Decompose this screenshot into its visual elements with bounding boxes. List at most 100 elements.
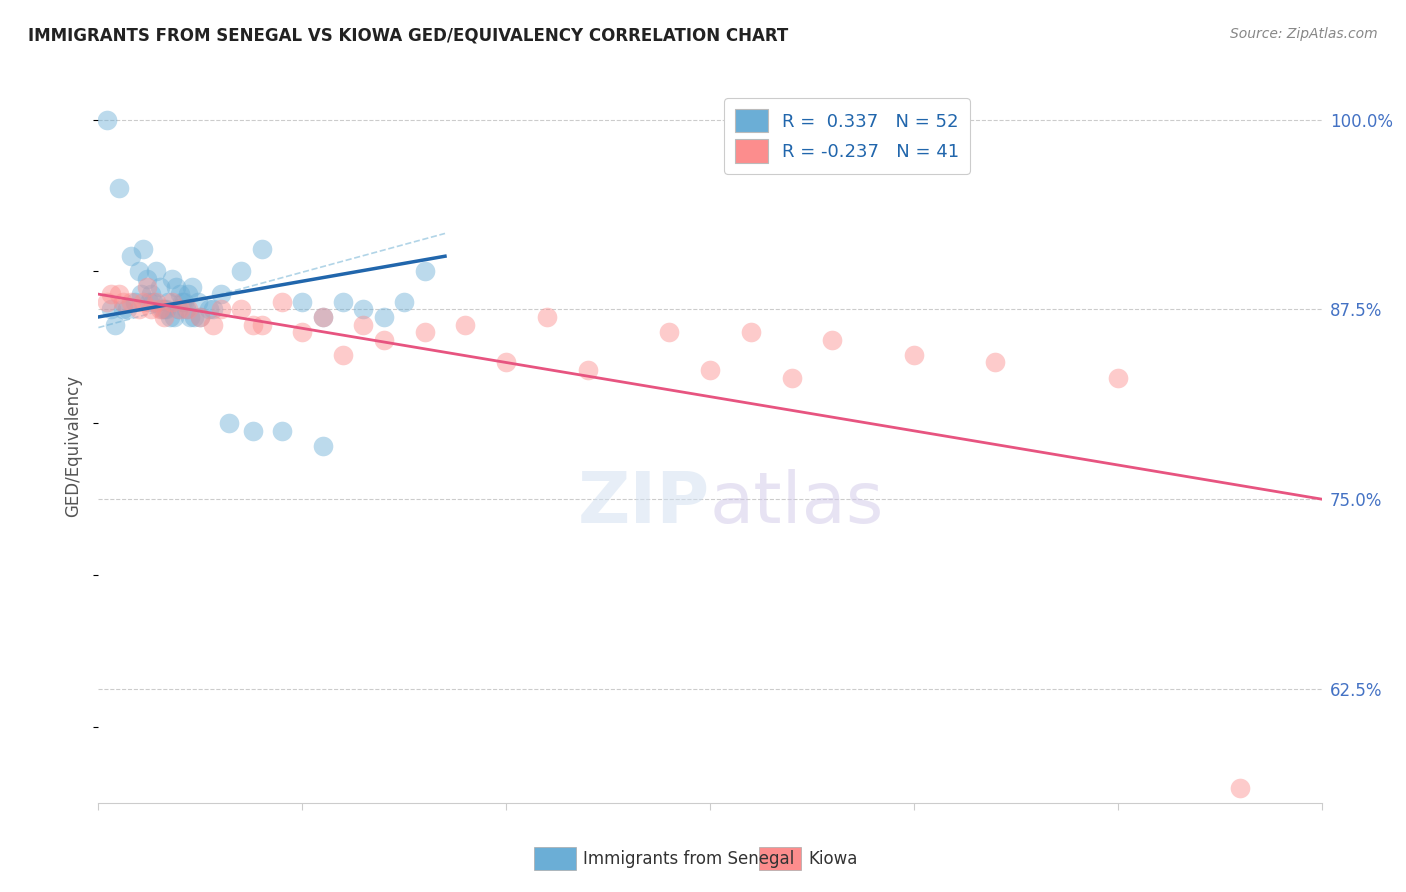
Point	[129, 287, 152, 301]
Point	[96, 112, 118, 127]
Point	[152, 310, 174, 324]
Point	[177, 302, 200, 317]
Point	[108, 287, 131, 301]
Point	[413, 264, 436, 278]
Point	[169, 287, 191, 301]
Point	[413, 325, 436, 339]
Point	[312, 310, 335, 324]
Point	[1107, 370, 1129, 384]
Point	[740, 325, 762, 339]
Point	[242, 318, 264, 332]
Point	[392, 294, 416, 309]
Point	[111, 302, 134, 317]
Point	[373, 333, 395, 347]
Point	[454, 318, 477, 332]
Point	[658, 325, 681, 339]
Point	[132, 294, 155, 309]
Text: Source: ZipAtlas.com: Source: ZipAtlas.com	[1230, 27, 1378, 41]
Point	[138, 294, 160, 309]
Point	[152, 302, 174, 317]
Point	[984, 355, 1007, 369]
Point	[242, 424, 264, 438]
Point	[209, 287, 232, 301]
Text: ZIP: ZIP	[578, 468, 710, 538]
Point	[1229, 780, 1251, 795]
Point	[120, 294, 142, 309]
Point	[495, 355, 517, 369]
Point	[145, 294, 167, 309]
Point	[250, 242, 273, 256]
Point	[149, 302, 172, 317]
Point	[231, 302, 253, 317]
Point	[903, 348, 925, 362]
Point	[156, 294, 179, 309]
Point	[165, 279, 187, 293]
Point	[177, 287, 200, 301]
Point	[174, 302, 197, 317]
Point	[291, 325, 314, 339]
Point	[231, 264, 253, 278]
Point	[115, 302, 138, 317]
Point	[352, 318, 374, 332]
Point	[187, 294, 209, 309]
Point	[270, 294, 294, 309]
Point	[179, 310, 201, 324]
Point	[160, 294, 183, 309]
Point	[201, 318, 224, 332]
Y-axis label: GED/Equivalency: GED/Equivalency	[65, 375, 83, 517]
Point	[181, 279, 204, 293]
Point	[197, 302, 219, 317]
Point	[352, 302, 374, 317]
Point	[291, 294, 314, 309]
Point	[173, 294, 195, 309]
Point	[183, 310, 205, 324]
Text: IMMIGRANTS FROM SENEGAL VS KIOWA GED/EQUIVALENCY CORRELATION CHART: IMMIGRANTS FROM SENEGAL VS KIOWA GED/EQU…	[28, 27, 789, 45]
Point	[312, 439, 335, 453]
Legend: R =  0.337   N = 52, R = -0.237   N = 41: R = 0.337 N = 52, R = -0.237 N = 41	[724, 98, 970, 174]
Point	[332, 348, 354, 362]
Point	[136, 272, 159, 286]
Point	[312, 310, 335, 324]
Point	[699, 363, 721, 377]
Point	[108, 181, 131, 195]
Point	[96, 294, 118, 309]
Point	[169, 302, 191, 317]
Point	[136, 279, 159, 293]
Point	[124, 294, 146, 309]
Point	[332, 294, 354, 309]
Point	[821, 333, 844, 347]
Point	[141, 302, 163, 317]
Point	[149, 279, 172, 293]
Point	[188, 310, 212, 324]
Point	[141, 287, 163, 301]
Point	[128, 264, 150, 278]
Point	[104, 318, 127, 332]
Point	[100, 287, 122, 301]
Point	[163, 310, 186, 324]
Point	[150, 302, 173, 317]
Text: atlas: atlas	[710, 468, 884, 538]
Point	[270, 424, 294, 438]
Point	[167, 302, 190, 317]
Point	[155, 302, 177, 317]
Point	[145, 264, 167, 278]
Point	[576, 363, 599, 377]
Point	[373, 310, 395, 324]
Text: Immigrants from Senegal: Immigrants from Senegal	[583, 850, 794, 868]
Point	[218, 416, 240, 430]
Point	[111, 294, 134, 309]
Point	[120, 249, 142, 263]
Point	[142, 294, 165, 309]
Point	[780, 370, 803, 384]
Point	[128, 302, 150, 317]
Text: Kiowa: Kiowa	[808, 850, 858, 868]
Point	[160, 272, 183, 286]
Point	[170, 294, 193, 309]
Point	[250, 318, 273, 332]
Point	[132, 242, 155, 256]
Point	[100, 302, 122, 317]
Point	[201, 302, 224, 317]
Point	[159, 310, 181, 324]
Point	[188, 310, 212, 324]
Point	[209, 302, 232, 317]
